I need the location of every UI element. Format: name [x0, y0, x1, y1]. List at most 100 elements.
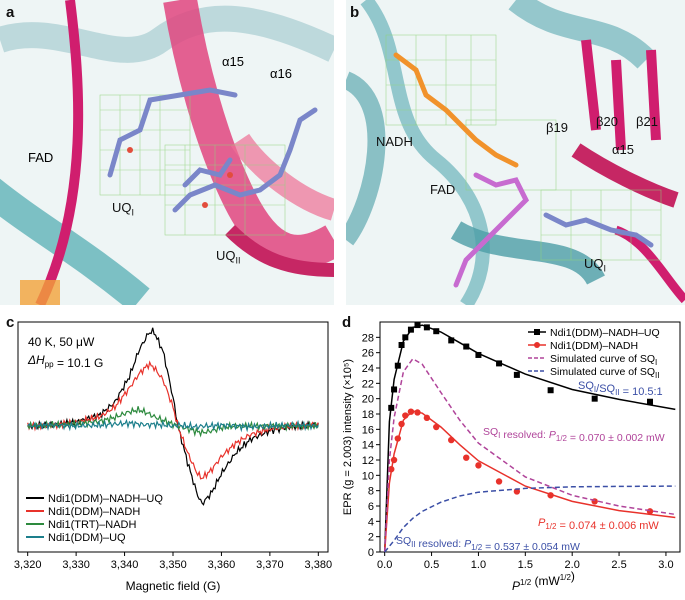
y-tick-label-d: 2 [368, 532, 374, 544]
label-fad: FAD [28, 150, 54, 165]
annotation-sq1-resolved-part: SQ [483, 426, 498, 438]
label-beta19: β19 [546, 120, 568, 135]
data-point-circle [547, 492, 554, 499]
data-point-square [394, 362, 401, 369]
y-tick-label-d: 14 [362, 440, 374, 452]
linewidth-text-part: = 10.1 G [54, 356, 104, 370]
data-point-square [388, 404, 395, 411]
label-beta21: β21 [636, 114, 658, 129]
annotation-ratio-part: I [594, 385, 596, 394]
panel-c: c 3,320 3,330 3,340 3,350 3,360 3,370 3,380 Mag… [0, 312, 340, 600]
y-tick-label-d: 8 [368, 486, 374, 498]
y-tick-label-d: 24 [362, 363, 374, 375]
annotation-ratio-part: /SQ [596, 383, 615, 395]
fit-curve-d-1 [383, 410, 676, 553]
legend-label-c: Ndi1(DDM)–UQ [48, 532, 126, 544]
label-uq1: UQ [112, 200, 132, 215]
annotation-ratio: SQI/SQII = 10.5:1 [578, 380, 663, 398]
x-axis-label-d-part: 1/2 [560, 573, 572, 582]
panel-d: d 0.0 0.5 1.0 1.5 2.0 2.5 3.0 0 2 4 6 8 10 12 14 16 18 20… [338, 312, 685, 600]
panel-c-label: c [6, 314, 15, 331]
legend-label-c: Ndi1(DDM)–NADH [48, 506, 140, 518]
y-tick-label-d: 28 [362, 332, 374, 344]
label-uq1-sub: I [131, 207, 135, 218]
legend-marker-d [534, 329, 540, 335]
annotation-sq2-resolved-part: 1/2 [471, 543, 483, 552]
x-tick-label-d: 1.0 [471, 559, 486, 571]
label-uq1-group: UQI [584, 256, 606, 274]
legend-label-d-part: Ndi1(DDM)–NADH–UQ [550, 327, 660, 339]
label-alpha16: α16 [270, 66, 292, 81]
data-point-square [398, 342, 405, 348]
linewidth-text-part: ΔH [27, 353, 45, 367]
data-point-square [402, 334, 409, 341]
x-tick-label-c: 3,320 [14, 559, 42, 571]
annotation-sq1-resolved: SQI resolved: P1/2 = 0.070 ± 0.002 mW [483, 426, 665, 444]
annotation-sq2-resolved-part: II [411, 540, 415, 549]
x-tick-label-c: 3,340 [111, 559, 139, 571]
legend-label-d: Ndi1(DDM)–NADH [550, 340, 638, 352]
annotation-red-p-part: 1/2 [545, 522, 557, 531]
panel-a-structure: a α15 α16 FAD UQI UQII [0, 0, 334, 305]
label-uq2: UQ [216, 248, 236, 263]
x-axis-label-d-part: P [512, 579, 520, 593]
label-alpha15: α15 [222, 54, 244, 69]
series-line-c-1 [27, 360, 319, 480]
legend-label-d-part: II [655, 371, 659, 380]
data-point-circle [390, 456, 398, 464]
linewidth-text: ΔHpp = 10.1 G [27, 353, 103, 370]
data-point-square [591, 395, 598, 402]
data-point-circle [402, 412, 409, 419]
annotation-ratio-part: SQ [578, 380, 594, 392]
legend-label-d-part: Simulated curve of SQ [550, 353, 655, 365]
label-uq1: UQ [584, 256, 604, 271]
annotation-sq1-resolved-part: I [498, 431, 500, 440]
x-tick-label-d: 2.5 [611, 559, 626, 571]
plot-frame-d [379, 321, 681, 553]
x-tick-label-c: 3,350 [159, 559, 187, 571]
annotation-ratio-part: = 10.5:1 [620, 386, 663, 398]
data-point-circle [423, 414, 431, 422]
panel-a-illustration [0, 0, 334, 305]
y-tick-label-d: 16 [362, 424, 374, 436]
annotation-sq1-resolved-part: = 0.070 ± 0.002 mW [567, 432, 665, 444]
linewidth-text-part: pp [45, 360, 54, 369]
y-axis-label-d: EPR (g = 2.003) intensity (×10⁵) [342, 359, 354, 515]
x-tick-label-d: 3.0 [658, 559, 673, 571]
data-point-square [496, 360, 503, 367]
label-uq1-sub: I [603, 263, 607, 274]
y-tick-label-d: 26 [362, 348, 374, 360]
label-uq1-group: UQI [112, 200, 134, 218]
label-uq2-sub: II [235, 255, 241, 266]
fit-curve-d-2 [383, 357, 676, 553]
x-tick-label-d: 0.0 [377, 559, 392, 571]
legend-label-d-part: Ndi1(DDM)–NADH [550, 340, 638, 352]
x-axis-label-d-part: ) [571, 569, 575, 583]
x-tick-label-c: 3,380 [305, 559, 333, 571]
data-point-square [547, 387, 554, 394]
legend-label-d-part: I [655, 358, 657, 367]
fit-curve-d-3 [384, 485, 676, 553]
series-line-c-3 [27, 418, 319, 433]
data-point-square [463, 343, 470, 350]
conditions-text: 40 K, 50 μW [28, 335, 95, 349]
label-alpha15: α15 [612, 142, 634, 157]
legend-label-d-part: Simulated curve of SQ [550, 366, 655, 378]
data-point-circle [398, 420, 405, 428]
annotation-sq1-resolved-part: 1/2 [556, 434, 568, 443]
data-point-square [391, 386, 398, 393]
x-axis-label-d: P1/2 (mW1/2) [512, 569, 575, 593]
data-point-circle [407, 408, 415, 415]
y-tick-label-d: 12 [362, 455, 374, 467]
label-fad: FAD [430, 182, 456, 197]
data-point-square [433, 328, 440, 335]
legend-label-c: Ndi1(DDM)–NADH–UQ [48, 493, 163, 505]
label-nadh: NADH [376, 134, 413, 149]
panel-b-structure: b NADH FAD β19 β20 β21 α15 UQI [346, 0, 685, 305]
panel-b-label: b [350, 4, 360, 21]
x-tick-label-c: 3,370 [256, 559, 284, 571]
x-tick-label-d: 2.0 [565, 559, 580, 571]
annotation-sq2-resolved-part: P [464, 538, 471, 550]
legend-marker-d [534, 342, 540, 348]
x-tick-label-d: 1.5 [518, 559, 533, 571]
